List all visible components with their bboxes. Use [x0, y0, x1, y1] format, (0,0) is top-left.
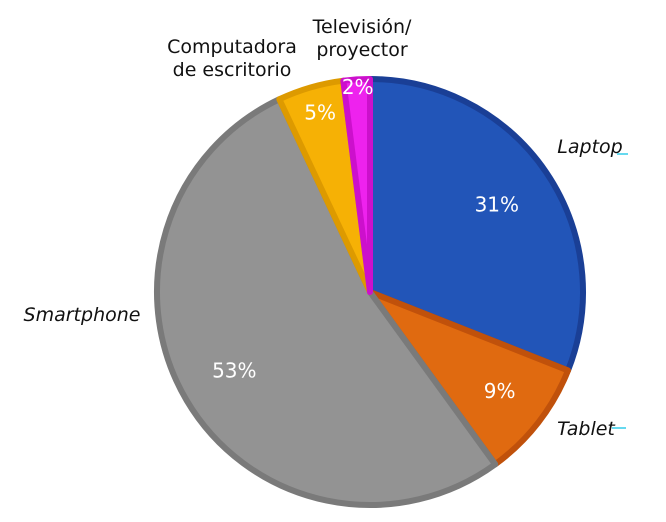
value-label-computadora-de-escritorio: 5% [304, 101, 336, 125]
pie-slice-tablet [367, 289, 572, 468]
category-labels: Laptop Tablet Smartphone Computadora de escr… [24, 16, 628, 440]
value-labels: 31% 9% 53% 5%2% [212, 75, 519, 403]
category-label-line: Computadora [167, 36, 297, 58]
category-label-line: Smartphone [24, 304, 141, 326]
category-label-line: proyector [316, 39, 408, 61]
category-label-line: Laptop [557, 136, 622, 158]
category-label-laptop: Laptop [557, 136, 622, 158]
category-label-smartphone: Smartphone [24, 304, 141, 326]
value-label-smartphone: 53% [212, 359, 256, 383]
value-label-television-proyector: 2% [342, 75, 374, 99]
value-label-tablet: 9% [484, 379, 516, 403]
category-label-computadora-de-escritorio: Computadora de escritorio [167, 36, 297, 81]
category-label-line: Televisión/ [312, 16, 412, 38]
pie-slices [154, 76, 586, 508]
category-label-television-proyector: Televisión/proyector [312, 16, 412, 61]
category-label-line: de escritorio [173, 59, 292, 81]
pie-slice-laptop [367, 76, 586, 374]
pie-slice-smartphone [154, 96, 499, 508]
category-label-tablet: Tablet [557, 418, 616, 440]
category-label-line: Tablet [557, 418, 616, 440]
pie-slice-television-proyector [340, 76, 373, 295]
value-label-laptop: 31% [475, 192, 519, 216]
